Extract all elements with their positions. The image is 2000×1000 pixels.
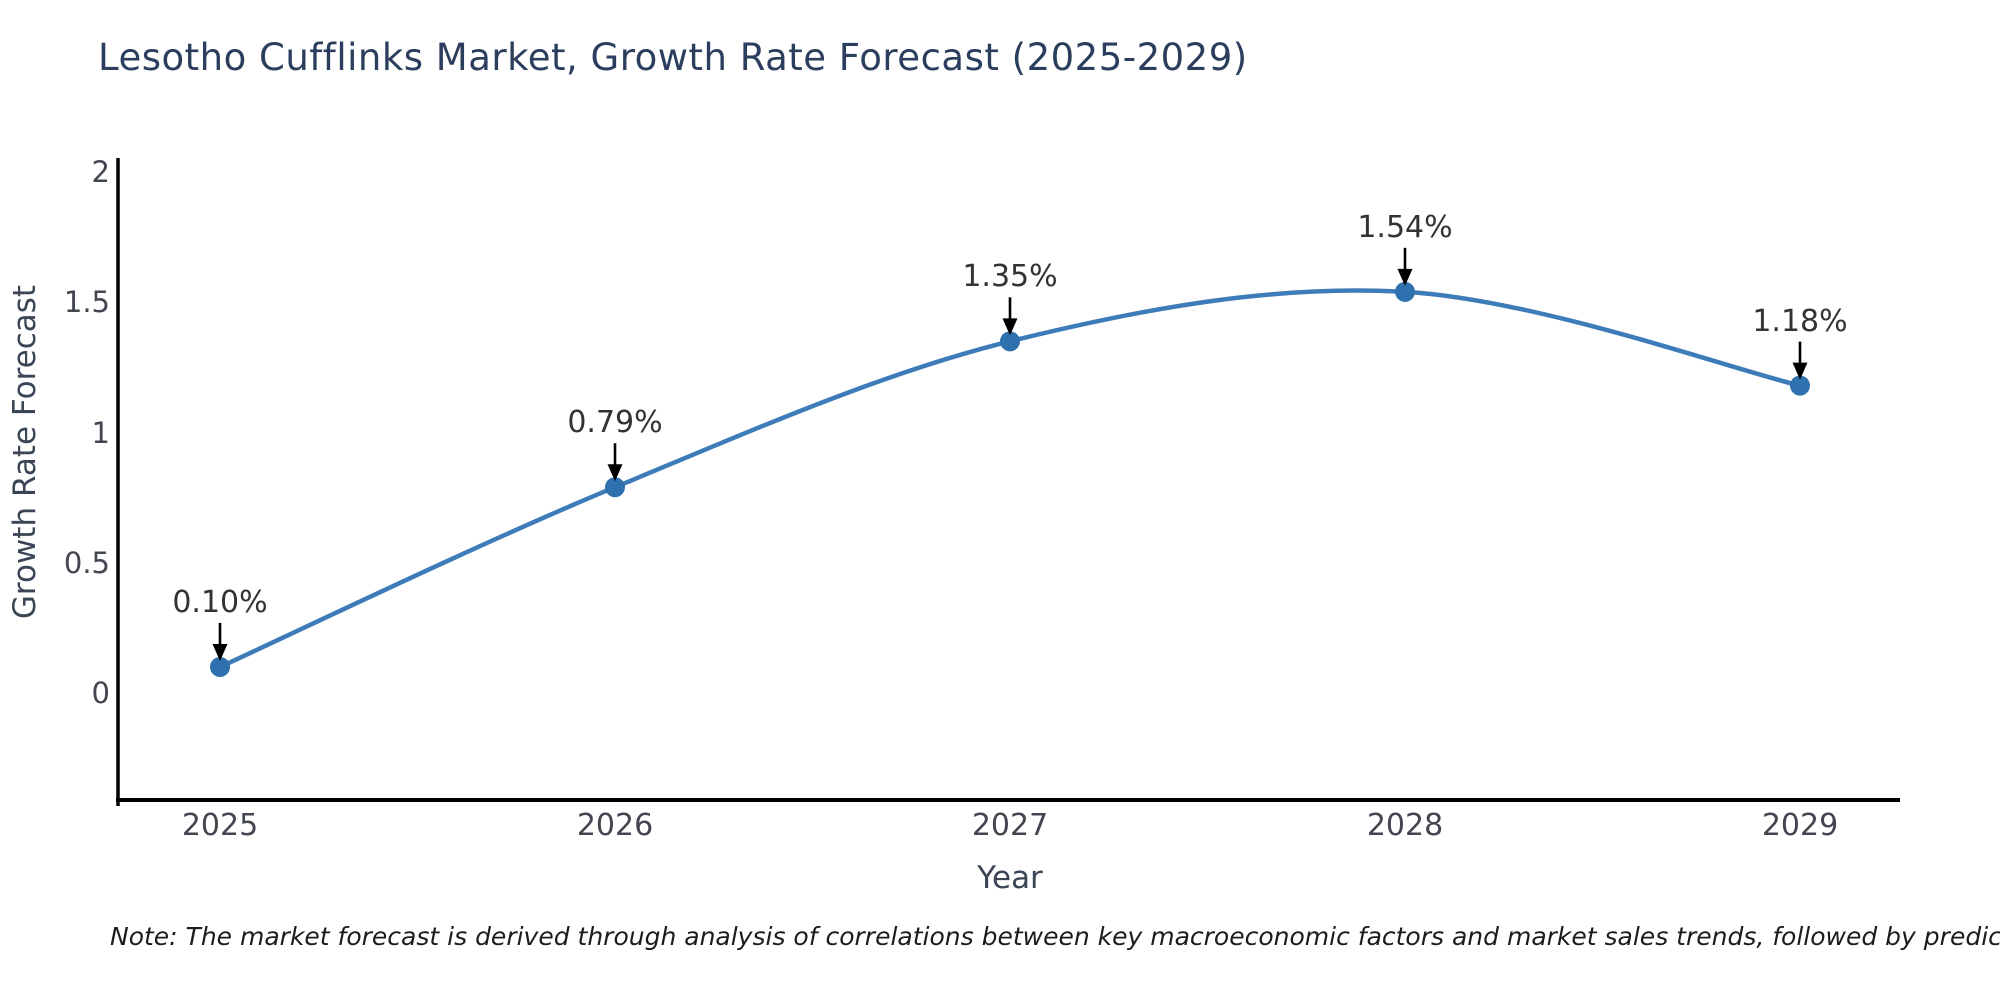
y-tick-label-1: 1 [91, 415, 110, 450]
x-tick-label-2028: 2028 [1366, 808, 1444, 843]
point-value-label-2027: 1.35% [962, 259, 1058, 295]
data-point-2025 [210, 656, 230, 677]
annotation-arrow-head [607, 464, 623, 482]
footnote: Note: The market forecast is derived thr… [110, 922, 2000, 951]
annotation-arrow-head [212, 643, 228, 661]
point-value-label-2028: 1.54% [1357, 209, 1453, 245]
data-point-2028 [1395, 281, 1415, 302]
y-tick-label-1.5: 1.5 [63, 285, 110, 320]
annotation-arrow-head [1792, 362, 1808, 380]
y-tick-label-0: 0 [91, 676, 110, 710]
point-value-label-2026: 0.79% [567, 405, 663, 441]
x-axis-title: Year [977, 860, 1043, 896]
y-tick-label-0.5: 0.5 [63, 545, 110, 580]
point-value-label-2029: 1.18% [1752, 303, 1848, 339]
x-tick-label-2026: 2026 [576, 808, 654, 843]
chart-title: Lesotho Cufflinks Market, Growth Rate Fo… [98, 36, 1248, 79]
x-tick-label-2029: 2029 [1761, 808, 1839, 843]
data-point-2026 [605, 477, 625, 498]
x-tick-label-2025: 2025 [181, 808, 259, 843]
y-tick-label-2: 2 [91, 155, 110, 189]
annotation-arrow-head [1397, 268, 1413, 286]
point-value-label-2025: 0.10% [172, 584, 268, 620]
annotation-arrow-head [1002, 318, 1018, 336]
data-point-2027 [1000, 331, 1020, 352]
x-tick-label-2027: 2027 [971, 808, 1049, 843]
data-point-2029 [1790, 375, 1810, 396]
